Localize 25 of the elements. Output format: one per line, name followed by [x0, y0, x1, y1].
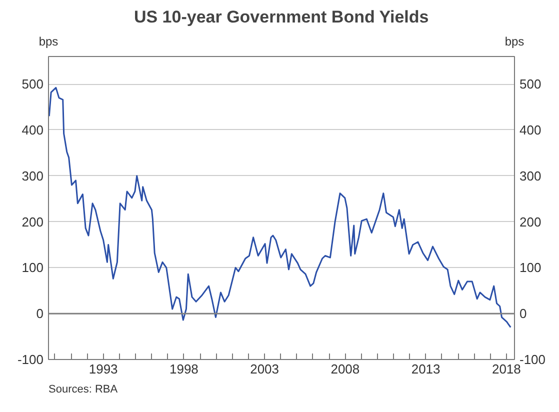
- x-tick-label: 2018: [492, 362, 521, 376]
- y-axis-title: bps: [38, 34, 58, 48]
- chart-title: US 10-year Government Bond Yields: [134, 8, 429, 26]
- y2-tick-label: -100: [520, 352, 546, 367]
- x-tick-label: 2003: [250, 362, 280, 376]
- x-tick-label: 1993: [88, 362, 118, 376]
- x-tick-label: 1998: [169, 362, 198, 376]
- line-series: [48, 86, 512, 328]
- y-tick-label: 0: [36, 306, 44, 322]
- y-tick-label: 100: [22, 260, 44, 276]
- y2-tick-label: 0: [520, 306, 527, 322]
- y2-tick-label: 200: [520, 214, 542, 230]
- x-tick-label: 2013: [411, 362, 440, 376]
- y-tick-label: 200: [22, 214, 44, 230]
- y2-tick-label: 400: [520, 122, 542, 138]
- y-tick-label: -100: [17, 352, 44, 367]
- y-tick-label: 500: [22, 76, 44, 92]
- y-tick-label: 300: [22, 168, 44, 184]
- y-tick-label: 400: [22, 122, 44, 138]
- source-note: Sources: RBA: [48, 384, 118, 396]
- y2-tick-label: 500: [520, 76, 542, 92]
- y2-axis-title: bps: [504, 34, 524, 48]
- x-tick-label: 2008: [330, 362, 360, 376]
- y2-tick-label: 300: [520, 168, 542, 184]
- y2-tick-label: 100: [520, 260, 542, 276]
